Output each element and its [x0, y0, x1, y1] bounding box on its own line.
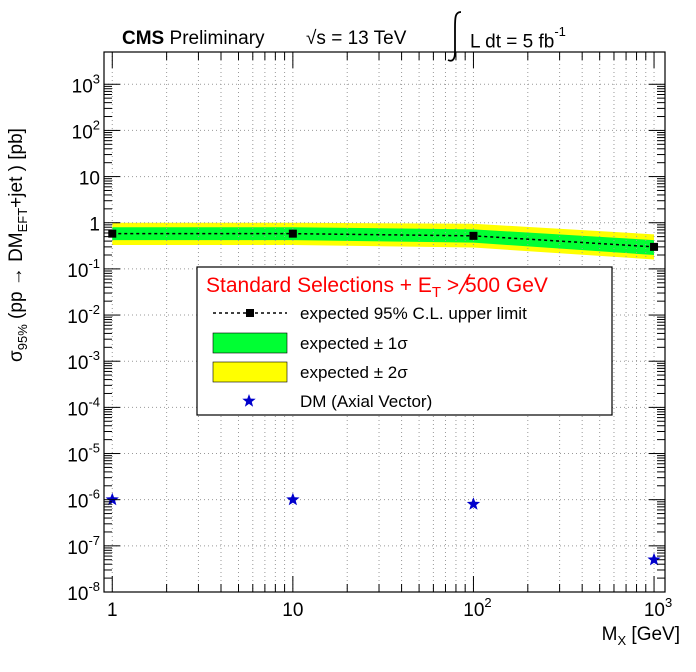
expected-limit-point: [288, 229, 297, 238]
legend-1sigma-swatch: [212, 332, 288, 354]
expected-limit-point: [650, 242, 659, 251]
header: CMS Preliminary: [122, 28, 265, 50]
legend: Standard Selections + ET > 500 GeV expect…: [196, 266, 613, 416]
y-tick-label: 10-5: [67, 441, 100, 467]
y-tick-label: 102: [72, 117, 100, 143]
legend-label-expected: expected 95% C.L. upper limit: [300, 304, 527, 323]
legend-2sigma-swatch: [212, 361, 288, 383]
y-tick-label: 10-8: [67, 579, 100, 605]
met-slash: [458, 273, 471, 295]
status-label: Preliminary: [169, 28, 265, 49]
legend-label-dm: DM (Axial Vector): [300, 392, 432, 411]
legend-title: Standard Selections + ET > 500 GeV: [206, 274, 548, 301]
axis-ticks: [104, 52, 665, 593]
x-tick-label: 10: [282, 600, 303, 621]
uncertainty-bands: [112, 222, 655, 260]
y-tick-label: 10-2: [67, 302, 100, 328]
x-axis-title: MX [GeV]: [601, 624, 680, 648]
y-tick-label: 10-6: [67, 487, 100, 513]
data-series: [105, 229, 661, 566]
expected-limit-line: [112, 232, 655, 248]
legend-label-one_sigma: expected ± 1σ: [300, 334, 408, 353]
legend-expected-marker: [246, 309, 254, 317]
dm-point: [466, 497, 481, 510]
integral-icon: [447, 11, 462, 62]
y-tick-label: 10-1: [67, 256, 100, 282]
x-tick-label: 102: [463, 595, 491, 621]
expected-limit-point: [108, 229, 117, 238]
y-tick-label: 10: [79, 169, 100, 190]
lumi-label: L dt = 5 fb-1: [470, 24, 566, 53]
legend-label-two_sigma: expected ± 2σ: [300, 363, 408, 382]
tick-labels: 10310210110-110-210-310-410-510-610-710-…: [67, 71, 672, 621]
experiment-label: CMS: [122, 28, 165, 49]
y-tick-label: 103: [72, 71, 100, 97]
dm-point: [286, 492, 300, 506]
legend-dm-marker: [242, 394, 256, 407]
y-axis-title: σ95% (pp → DMEFT+jet ) [pb]: [6, 128, 30, 362]
y-tick-label: 10-3: [67, 348, 100, 374]
dm-point: [105, 492, 119, 506]
x-tick-label: 103: [644, 595, 672, 621]
x-tick-label: 1: [107, 600, 118, 621]
energy-label: √s = 13 TeV: [306, 28, 407, 49]
band-1sigma: [112, 227, 655, 255]
integral-sign: [447, 11, 462, 62]
y-tick-label: 10-4: [67, 394, 100, 420]
expected-limit-point: [469, 231, 478, 240]
y-tick-label: 1: [89, 215, 100, 236]
dm-point: [647, 552, 661, 566]
y-tick-label: 10-7: [67, 533, 100, 559]
